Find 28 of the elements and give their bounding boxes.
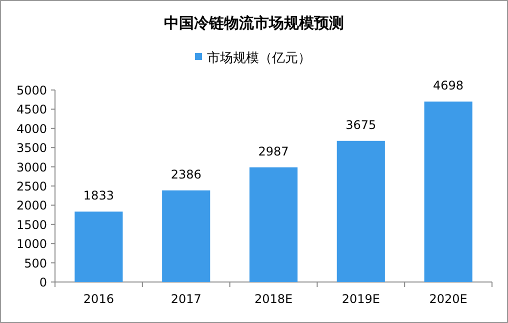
- y-tick-label: 3500: [16, 141, 47, 156]
- y-tick-label: 2000: [16, 198, 47, 213]
- x-tick-label: 2018E: [254, 292, 293, 306]
- x-tick-label: 2020E: [429, 292, 468, 306]
- data-label: 1833: [83, 188, 114, 203]
- data-label: 3675: [346, 118, 376, 132]
- x-tick-label: 2017: [170, 292, 202, 306]
- data-label: 2987: [258, 144, 289, 158]
- y-tick-label: 2500: [16, 180, 47, 194]
- x-tick-label: 2016: [83, 292, 114, 306]
- data-label: 2386: [170, 167, 202, 182]
- y-tick-label: 5000: [16, 84, 47, 98]
- legend-label: 市场规模（亿元）: [207, 51, 311, 66]
- bar: [249, 167, 298, 282]
- x-tick-label: 2019E: [342, 292, 380, 306]
- chart-title: 中国冷链物流市场规模预测: [164, 14, 344, 32]
- y-tick-label: 4500: [16, 102, 47, 117]
- y-tick-label: 0: [39, 276, 47, 290]
- bar: [74, 212, 123, 282]
- data-label: 4698: [433, 78, 464, 93]
- bar: [336, 140, 385, 282]
- y-tick-label: 4000: [16, 122, 47, 136]
- bar: [162, 190, 210, 282]
- y-tick-label: 1000: [16, 237, 47, 252]
- y-tick-label: 500: [24, 256, 47, 270]
- y-tick-label: 3000: [16, 160, 47, 174]
- bar: [424, 102, 472, 282]
- y-tick-label: 1500: [16, 218, 47, 232]
